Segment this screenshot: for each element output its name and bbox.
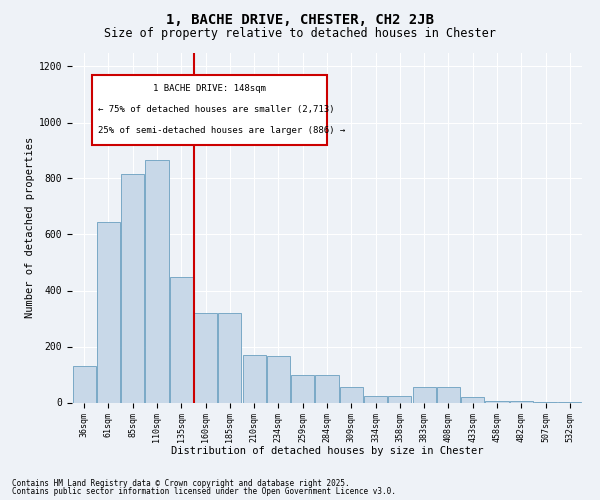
Y-axis label: Number of detached properties: Number of detached properties xyxy=(25,137,35,318)
Bar xyxy=(437,387,460,402)
Text: Contains HM Land Registry data © Crown copyright and database right 2025.: Contains HM Land Registry data © Crown c… xyxy=(12,478,350,488)
Bar xyxy=(340,387,363,402)
Bar xyxy=(97,222,120,402)
Bar xyxy=(170,276,193,402)
Bar xyxy=(291,374,314,402)
Bar xyxy=(145,160,169,402)
Bar xyxy=(73,366,95,403)
Text: 25% of semi-detached houses are larger (886) →: 25% of semi-detached houses are larger (… xyxy=(97,126,345,135)
Bar xyxy=(267,356,290,403)
Text: Contains public sector information licensed under the Open Government Licence v3: Contains public sector information licen… xyxy=(12,487,396,496)
Bar xyxy=(388,396,412,402)
Bar xyxy=(121,174,144,402)
Bar xyxy=(194,313,217,402)
X-axis label: Distribution of detached houses by size in Chester: Distribution of detached houses by size … xyxy=(171,446,483,456)
Bar xyxy=(242,355,266,403)
Bar xyxy=(461,397,484,402)
Text: Size of property relative to detached houses in Chester: Size of property relative to detached ho… xyxy=(104,28,496,40)
Text: 1 BACHE DRIVE: 148sqm: 1 BACHE DRIVE: 148sqm xyxy=(153,84,266,93)
Bar xyxy=(485,401,509,402)
FancyBboxPatch shape xyxy=(92,75,327,145)
Bar xyxy=(218,313,241,402)
Text: 1, BACHE DRIVE, CHESTER, CH2 2JB: 1, BACHE DRIVE, CHESTER, CH2 2JB xyxy=(166,12,434,26)
Bar xyxy=(316,374,338,402)
Text: ← 75% of detached houses are smaller (2,713): ← 75% of detached houses are smaller (2,… xyxy=(97,105,334,114)
Bar xyxy=(364,396,387,402)
Bar xyxy=(510,401,533,402)
Bar xyxy=(413,387,436,402)
